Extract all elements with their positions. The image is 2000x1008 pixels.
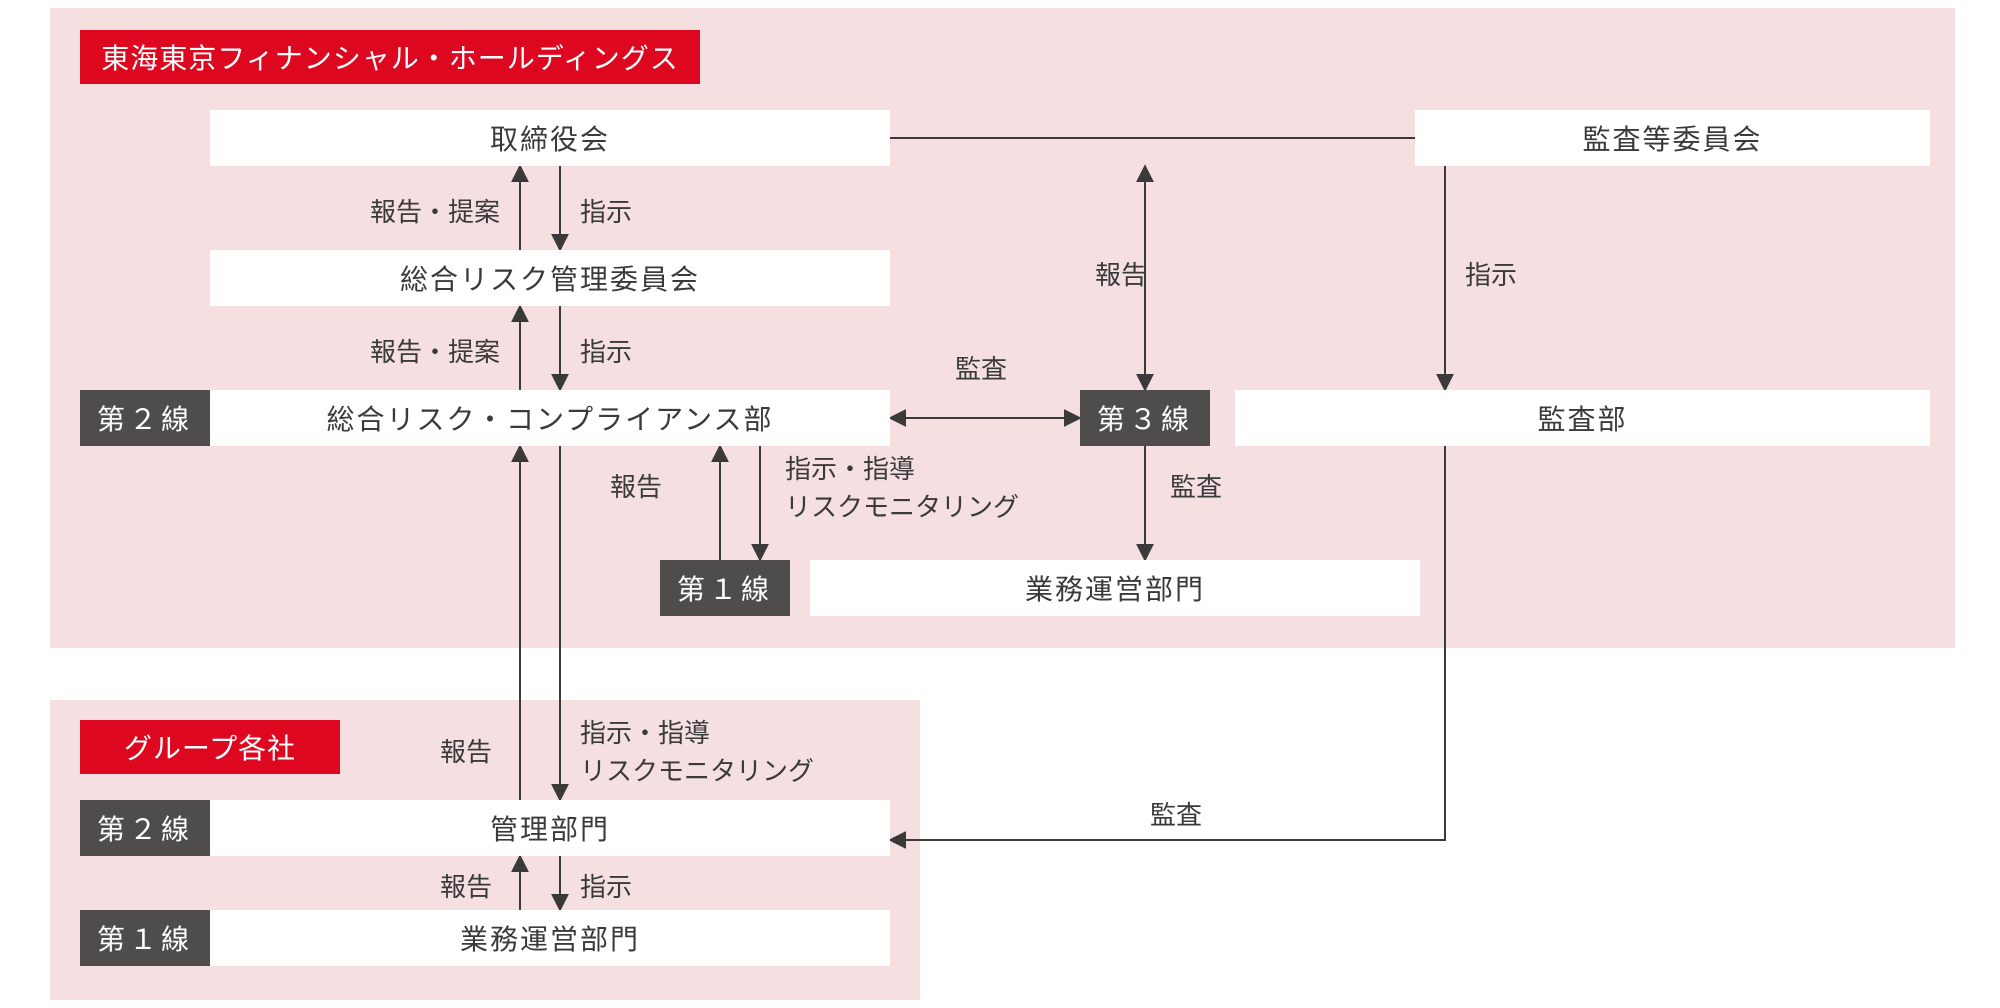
lbl-irm-a1: 指示・指導 xyxy=(785,452,915,487)
lbl-audit-bottom: 監査 xyxy=(1150,798,1202,833)
lbl-report-rcop: 報告 xyxy=(610,470,662,505)
lbl-audit-right: 監査 xyxy=(1170,470,1222,505)
lbl-report-g: 報告 xyxy=(440,735,492,770)
lbl-report-propose-1: 報告・提案 xyxy=(370,195,500,230)
lbl-irm-b1: 指示・指導 xyxy=(580,716,710,751)
lbl-report-ac: 報告 xyxy=(1095,258,1147,293)
box-mgmt-dept: 管理部門 xyxy=(210,800,890,856)
box-audit-dept: 監査部 xyxy=(1235,390,1930,446)
lbl-instruct-1: 指示 xyxy=(580,195,632,230)
lbl-report-3: 報告 xyxy=(440,870,492,905)
lbl-irm-a2: リスクモニタリング xyxy=(785,490,1019,525)
box-line1-b: 第１線 xyxy=(80,910,210,966)
box-audit-committee: 監査等委員会 xyxy=(1415,110,1930,166)
box-line2-a: 第２線 xyxy=(80,390,210,446)
lbl-report-propose-2: 報告・提案 xyxy=(370,335,500,370)
header-main: 東海東京フィナンシャル・ホールディングス xyxy=(80,30,700,84)
box-line2-b: 第２線 xyxy=(80,800,210,856)
lbl-irm-b2: リスクモニタリング xyxy=(580,754,814,789)
box-board: 取締役会 xyxy=(210,110,890,166)
lbl-instruct-3: 指示 xyxy=(580,870,632,905)
header-group: グループ各社 xyxy=(80,720,340,774)
box-line1-a: 第１線 xyxy=(660,560,790,616)
lbl-instruct-2: 指示 xyxy=(580,335,632,370)
box-risk-compliance: 総合リスク・コンプライアンス部 xyxy=(210,390,890,446)
lbl-instruct-ac: 指示 xyxy=(1465,258,1517,293)
box-line3: 第３線 xyxy=(1080,390,1210,446)
box-risk-committee: 総合リスク管理委員会 xyxy=(210,250,890,306)
box-ops-dept-2: 業務運営部門 xyxy=(210,910,890,966)
panel-main xyxy=(50,8,1955,648)
lbl-audit-mid: 監査 xyxy=(955,352,1007,387)
box-ops-dept: 業務運営部門 xyxy=(810,560,1420,616)
